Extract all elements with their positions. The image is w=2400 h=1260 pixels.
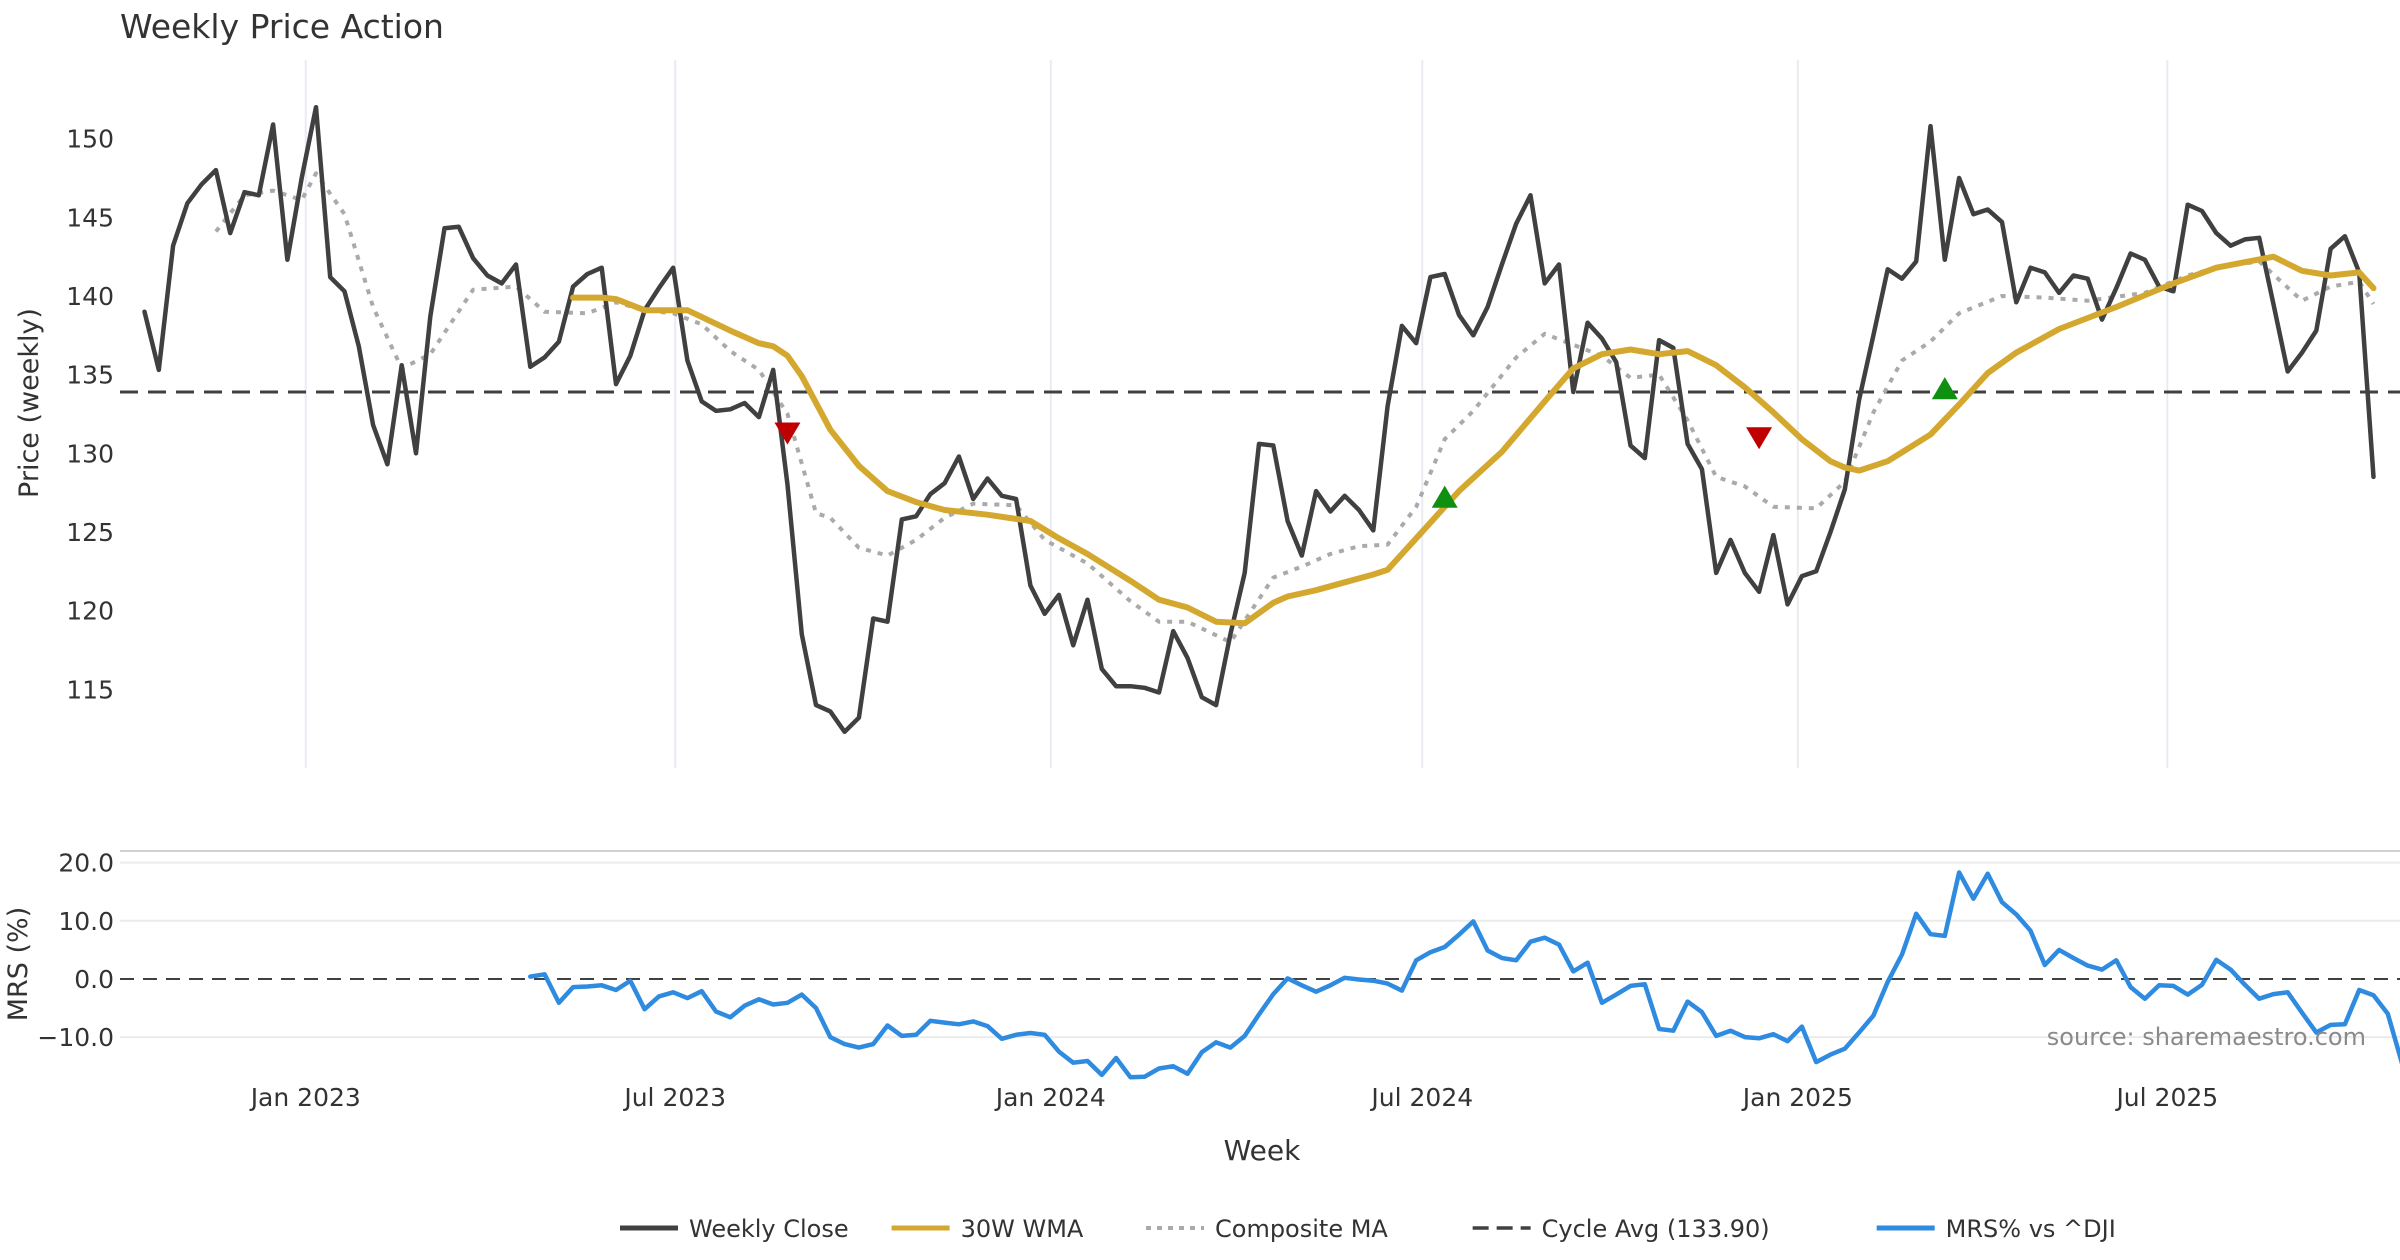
- price-y-tick-2: 125: [66, 518, 114, 547]
- price-y-ticks: 115 120 125 130 135 140 145 150: [66, 125, 114, 705]
- price-y-tick-7: 150: [66, 125, 114, 154]
- mrs-panel: −10.0 0.0 10.0 20.0 source: sharemaestro.co…: [3, 849, 2400, 1080]
- x-tick-5: Jul 2025: [2114, 1083, 2218, 1112]
- x-axis-ticks: Jan 2023 Jul 2023 Jan 2024 Jul 2024 Jan 2025…: [249, 1083, 2218, 1112]
- legend-label-2: Composite MA: [1215, 1215, 1388, 1243]
- x-tick-3: Jul 2024: [1369, 1083, 1473, 1112]
- x-tick-0: Jan 2023: [249, 1083, 361, 1112]
- legend-label-4: MRS% vs ^DJI: [1946, 1215, 2116, 1243]
- price-chart-title: Weekly Price Action: [120, 7, 444, 46]
- price-panel: 115 120 125 130 135 140 145 150 Price (weekly): [14, 60, 2400, 768]
- mrs-y-tick-2: 10.0: [58, 907, 114, 936]
- x-tick-1: Jul 2023: [622, 1083, 726, 1112]
- x-tick-2: Jan 2024: [994, 1083, 1106, 1112]
- signal-markers: [774, 377, 1958, 508]
- mrs-line: [528, 870, 2400, 1080]
- price-y-tick-4: 135: [66, 361, 114, 390]
- price-y-axis-label: Price (weekly): [14, 308, 45, 498]
- source-annotation: source: sharemaestro.com: [2047, 1023, 2366, 1051]
- legend-label-0: Weekly Close: [689, 1215, 849, 1243]
- mrs-y-tick-3: 20.0: [58, 849, 114, 878]
- sell-signal-marker-0: [774, 422, 801, 445]
- price-y-tick-6: 145: [66, 203, 114, 232]
- x-axis-label: Week: [1224, 1134, 1301, 1167]
- price-gridlines: [304, 60, 2169, 768]
- price-y-tick-5: 140: [66, 282, 114, 311]
- mrs-y-ticks: −10.0 0.0 10.0 20.0: [37, 849, 114, 1052]
- mrs-y-tick-0: −10.0: [37, 1023, 114, 1052]
- price-y-tick-1: 120: [66, 597, 114, 626]
- legend: Weekly Close 30W WMA Composite MA Cycle Avg…: [620, 1215, 2116, 1243]
- price-y-tick-0: 115: [66, 675, 114, 704]
- price-series: [142, 104, 2377, 735]
- buy-signal-marker-1: [1431, 485, 1458, 508]
- composite-ma-line: [214, 171, 2376, 645]
- legend-label-1: 30W WMA: [961, 1215, 1084, 1243]
- buy-signal-marker-3: [1931, 377, 1958, 400]
- wma-30w-line: [570, 253, 2377, 627]
- legend-label-3: Cycle Avg (133.90): [1542, 1215, 1770, 1243]
- weekly-close-line: [142, 104, 2376, 735]
- x-tick-4: Jan 2025: [1741, 1083, 1853, 1112]
- mrs-y-tick-1: 0.0: [74, 965, 114, 994]
- mrs-y-axis-label: MRS (%): [3, 907, 34, 1022]
- sell-signal-marker-2: [1746, 427, 1773, 450]
- price-y-tick-3: 130: [66, 439, 114, 468]
- mrs-series: [528, 870, 2400, 1080]
